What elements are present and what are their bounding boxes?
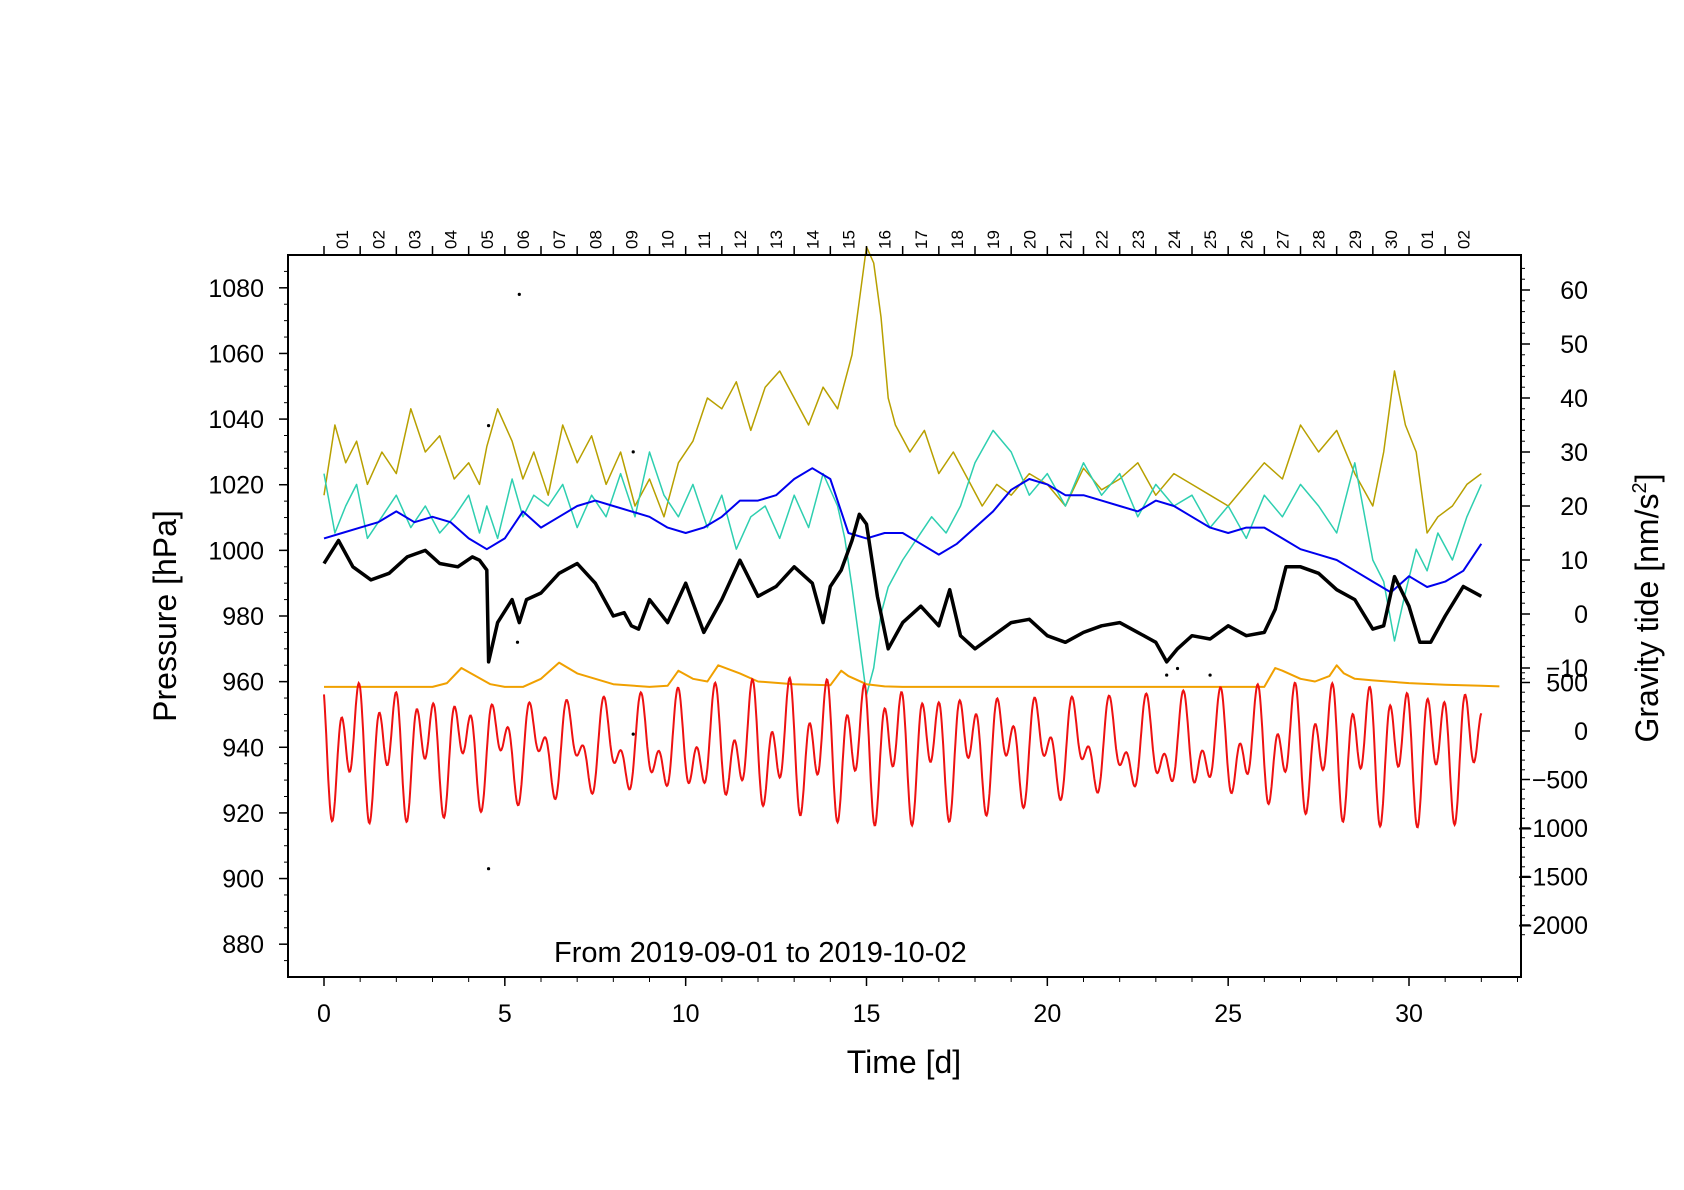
day-label: 05 bbox=[478, 230, 497, 249]
x-axis-title: Time [d] bbox=[847, 1044, 961, 1080]
right-upper-tick-label: 20 bbox=[1560, 493, 1588, 521]
day-label: 14 bbox=[803, 230, 822, 249]
right-upper-tick-label: 60 bbox=[1560, 277, 1588, 305]
day-label: 16 bbox=[876, 230, 895, 249]
right-lower-tick-label: 0 bbox=[1574, 718, 1588, 746]
left-tick-label: 940 bbox=[222, 734, 264, 762]
right-upper-tick-label: −10 bbox=[1546, 655, 1588, 683]
left-axis-title: Pressure [hPa] bbox=[147, 510, 183, 722]
outlier-dot bbox=[1208, 673, 1212, 677]
day-label: 28 bbox=[1310, 230, 1329, 249]
day-label: 21 bbox=[1056, 230, 1075, 249]
day-label: 06 bbox=[514, 230, 533, 249]
left-tick-label: 920 bbox=[222, 800, 264, 828]
day-label: 15 bbox=[839, 230, 858, 249]
outlier-dot bbox=[631, 450, 635, 454]
day-label: 04 bbox=[442, 230, 461, 249]
right-upper-tick-label: 0 bbox=[1574, 601, 1588, 629]
left-tick-label: 980 bbox=[222, 603, 264, 631]
series-blue-line bbox=[323, 467, 1483, 594]
outlier-dot bbox=[486, 867, 491, 871]
right-lower-tick-label: 500 bbox=[1546, 670, 1588, 698]
day-label: 19 bbox=[984, 230, 1003, 249]
right-axis-title-end: ] bbox=[1629, 474, 1665, 483]
day-label: 03 bbox=[405, 230, 424, 249]
series-pressure-line bbox=[322, 512, 1483, 664]
outlier-dot bbox=[1165, 673, 1169, 677]
left-tick-label: 960 bbox=[222, 669, 264, 697]
right-upper-tick-label: 30 bbox=[1560, 439, 1588, 467]
left-tick-label: 880 bbox=[222, 931, 264, 959]
day-label: 07 bbox=[550, 230, 569, 249]
day-label: 20 bbox=[1020, 230, 1039, 249]
day-label: 09 bbox=[622, 230, 641, 249]
day-label: 01 bbox=[1418, 230, 1437, 249]
day-label: 30 bbox=[1382, 230, 1401, 249]
right-lower-tick-label: −1500 bbox=[1518, 864, 1588, 892]
day-label: 25 bbox=[1201, 230, 1220, 249]
left-tick-label: 1020 bbox=[208, 472, 264, 500]
right-upper-tick-label: 10 bbox=[1560, 547, 1588, 575]
left-tick-label: 900 bbox=[222, 866, 264, 894]
x-tick-label: 15 bbox=[853, 1000, 881, 1028]
right-axis-title-base: Gravity tide [nm/s bbox=[1629, 494, 1665, 743]
right-lower-tick-label: −2000 bbox=[1518, 912, 1588, 940]
right-upper-tick-label: 50 bbox=[1560, 331, 1588, 359]
x-tick-label: 25 bbox=[1214, 1000, 1242, 1028]
x-tick-label: 20 bbox=[1033, 1000, 1061, 1028]
right-lower-tick-label: −1000 bbox=[1518, 815, 1588, 843]
day-label: 10 bbox=[659, 230, 678, 249]
left-tick-label: 1080 bbox=[208, 275, 264, 303]
day-label: 29 bbox=[1346, 230, 1365, 249]
day-label: 13 bbox=[767, 230, 786, 249]
series-teal-line bbox=[323, 429, 1482, 696]
outlier-dot bbox=[486, 424, 491, 428]
day-label: 02 bbox=[1454, 230, 1473, 249]
day-label: 24 bbox=[1165, 230, 1184, 249]
outlier-dot bbox=[517, 292, 521, 296]
day-label: 18 bbox=[948, 230, 967, 249]
right-axis-title: Gravity tide [nm/s2] bbox=[1629, 474, 1665, 743]
x-tick-label: 5 bbox=[498, 1000, 512, 1028]
x-tick-label: 0 bbox=[317, 1000, 331, 1028]
outlier-dot bbox=[1175, 666, 1180, 671]
date-range-annotation: From 2019-09-01 to 2019-10-02 bbox=[554, 937, 967, 969]
left-tick-label: 1000 bbox=[208, 537, 264, 565]
x-tick-label: 10 bbox=[672, 1000, 700, 1028]
day-label: 22 bbox=[1093, 230, 1112, 249]
left-tick-label: 1040 bbox=[208, 406, 264, 434]
day-label: 02 bbox=[369, 230, 388, 249]
left-tick-label: 1060 bbox=[208, 340, 264, 368]
right-lower-tick-label: −500 bbox=[1532, 767, 1588, 795]
day-label: 11 bbox=[695, 231, 714, 249]
day-label: 08 bbox=[586, 230, 605, 249]
outlier-dot bbox=[631, 732, 635, 736]
day-label: 17 bbox=[912, 230, 931, 249]
series-orange-line bbox=[324, 661, 1500, 688]
right-axis-title-sup: 2 bbox=[1629, 482, 1651, 493]
day-label: 23 bbox=[1129, 230, 1148, 249]
right-upper-tick-label: 40 bbox=[1560, 385, 1588, 413]
day-label: 01 bbox=[333, 230, 352, 249]
x-tick-label: 30 bbox=[1395, 1000, 1423, 1028]
series-layer bbox=[322, 246, 1500, 871]
series-red-line bbox=[323, 675, 1483, 829]
day-label: 26 bbox=[1237, 230, 1256, 249]
day-label: 27 bbox=[1273, 230, 1292, 249]
day-label: 12 bbox=[731, 230, 750, 249]
outlier-dot bbox=[515, 640, 520, 644]
